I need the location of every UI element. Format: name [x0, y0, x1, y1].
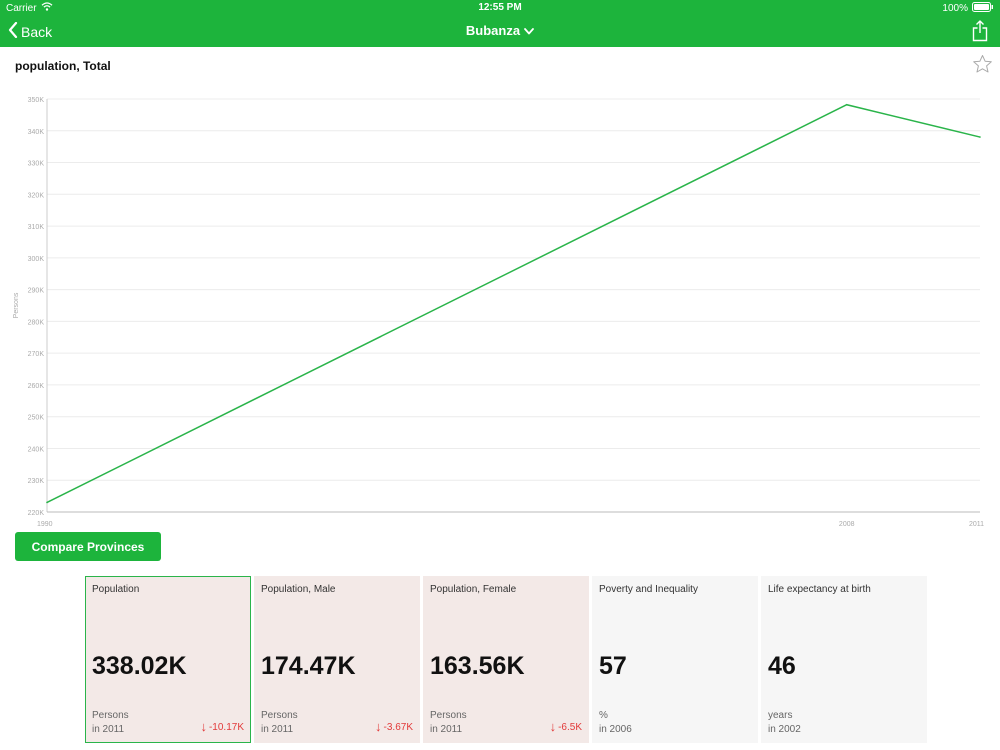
chart-y-tick-label: 330K [28, 161, 45, 168]
battery-percent: 100% [942, 3, 968, 14]
chevron-down-icon [524, 23, 534, 38]
card-unit: Persons [430, 710, 467, 721]
share-button[interactable] [972, 20, 988, 47]
indicator-card-life-expectancy[interactable]: Life expectancy at birth 46 years in 200… [761, 576, 927, 743]
chart-y-tick-label: 310K [28, 224, 45, 231]
arrow-down-icon: ↓ [375, 719, 382, 734]
chart-y-tick-label: 250K [28, 415, 45, 422]
carrier-group: Carrier [6, 2, 53, 14]
chart-title: population, Total [15, 59, 111, 73]
chart-x-tick-label: 2008 [839, 521, 855, 528]
wifi-icon [41, 2, 53, 14]
card-unit: % [599, 710, 608, 721]
status-bar: Carrier 12:55 PM 100% [0, 0, 1000, 16]
chart-y-ticks: 220K 230K 240K 250K 260K 270K 280K 290K 300K 310K… [28, 97, 45, 517]
indicator-card-population-male[interactable]: Population, Male 174.47K Persons in 2011… [254, 576, 420, 743]
card-value: 46 [768, 652, 796, 680]
card-unit: Persons [92, 710, 129, 721]
favorite-button[interactable] [972, 54, 993, 79]
card-change: ↓ -3.67K [375, 719, 413, 734]
indicator-card-population-female[interactable]: Population, Female 163.56K Persons in 20… [423, 576, 589, 743]
card-value: 163.56K [430, 652, 525, 680]
chart-data-point [979, 136, 981, 138]
chart-y-tick-label: 260K [28, 383, 45, 390]
card-title: Population, Male [261, 584, 336, 595]
card-title: Poverty and Inequality [599, 584, 698, 595]
nav-title-container: Bubanza [0, 23, 1000, 38]
card-change: ↓ -10.17K [200, 719, 244, 734]
card-year: in 2011 [430, 724, 463, 735]
chevron-left-icon [8, 21, 18, 41]
card-value: 338.02K [92, 652, 187, 680]
battery-icon [972, 2, 994, 15]
card-title: Population, Female [430, 584, 517, 595]
card-title: Population [92, 584, 140, 595]
status-time: 12:55 PM [478, 2, 522, 13]
card-value: 57 [599, 652, 627, 680]
star-icon [972, 55, 993, 78]
card-unit: Persons [261, 710, 298, 721]
arrow-down-icon: ↓ [549, 719, 557, 734]
chart-y-tick-label: 230K [28, 478, 45, 485]
card-value: 174.47K [261, 652, 356, 680]
card-year: in 2002 [768, 724, 801, 735]
chart-y-tick-label: 300K [28, 256, 45, 263]
chart-y-tick-label: 270K [28, 351, 45, 358]
chart-data-point [46, 501, 48, 504]
chart-x-tick-label: 2011 [969, 521, 984, 528]
card-unit: years [768, 710, 793, 721]
indicator-card-poverty[interactable]: Poverty and Inequality 57 % in 2006 [592, 576, 758, 743]
chart-gridlines [47, 98, 980, 481]
card-change-value: -3.67K [383, 721, 413, 733]
chart-x-ticks: 1990 2008 2011 [37, 521, 984, 528]
share-icon [972, 20, 988, 46]
navigation-bar: Back Bubanza [0, 16, 1000, 47]
indicator-card-population[interactable]: Population 338.02K Persons in 2011 ↓ -10… [85, 576, 251, 743]
chart-y-tick-label: 290K [28, 288, 45, 295]
card-year: in 2011 [92, 724, 125, 735]
chart-series [46, 103, 981, 504]
chart-y-tick-label: 320K [28, 192, 45, 199]
compare-provinces-button[interactable]: Compare Provinces [15, 532, 161, 561]
chart-data-point [845, 103, 848, 106]
card-change: ↓ -6.5K [549, 719, 582, 734]
chart-y-tick-label: 240K [28, 446, 45, 453]
back-label: Back [21, 23, 53, 40]
chart-series-line [46, 103, 981, 504]
card-change-value: -6.5K [558, 721, 582, 733]
chart-y-tick-label: 280K [28, 319, 45, 326]
chart-y-tick-label: 340K [28, 129, 45, 136]
province-selector[interactable]: Bubanza [466, 23, 534, 38]
carrier-label: Carrier [6, 2, 37, 14]
arrow-down-icon: ↓ [200, 719, 207, 734]
chart-y-tick-label: 220K [28, 510, 45, 517]
card-year: in 2011 [261, 724, 294, 735]
chart-y-axis-label: Persons [13, 292, 20, 318]
nav-title: Bubanza [465, 23, 521, 38]
card-title: Life expectancy at birth [768, 584, 871, 595]
battery-group: 100% [942, 2, 994, 15]
back-button[interactable]: Back [8, 21, 53, 41]
chart-x-tick-label: 1990 [37, 521, 53, 528]
population-line-chart: 220K 230K 240K 250K 260K 270K 280K 290K 300K 310K… [13, 97, 984, 528]
card-change-value: -10.17K [208, 721, 244, 733]
card-year: in 2006 [599, 724, 632, 735]
chart-y-tick-label: 350K [28, 97, 45, 104]
